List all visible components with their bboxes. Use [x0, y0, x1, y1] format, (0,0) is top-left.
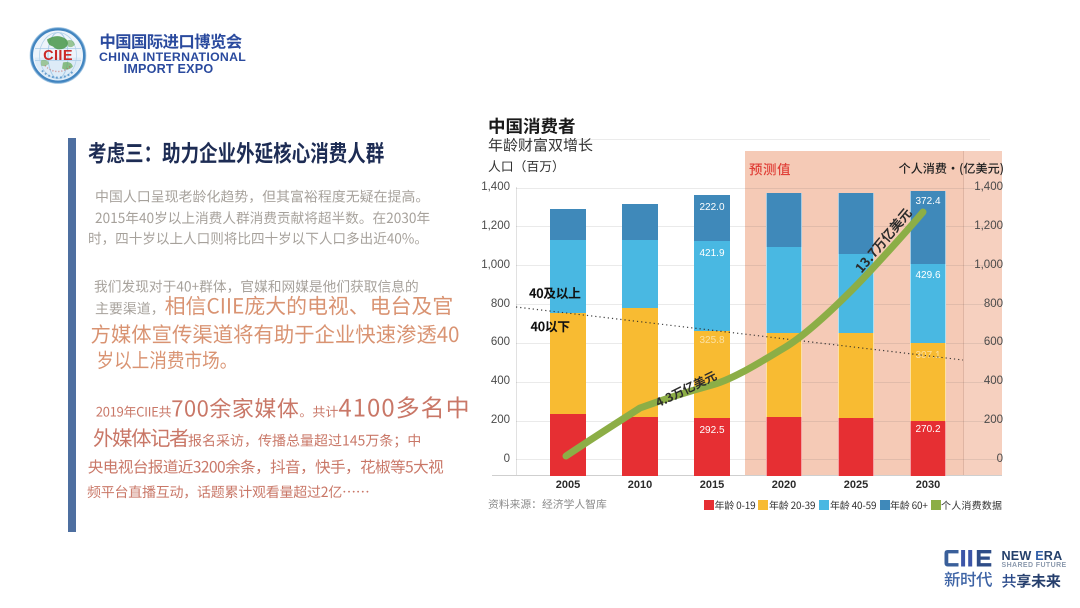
- svg-text:CIIE: CIIE: [43, 48, 73, 64]
